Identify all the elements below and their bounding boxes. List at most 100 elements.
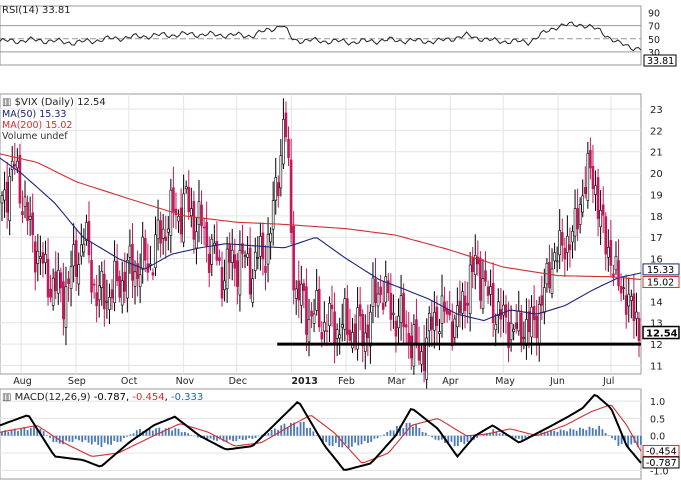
macd-y-tick: -1.0 — [650, 466, 669, 477]
price-frame — [0, 93, 642, 375]
candle-body — [120, 280, 124, 306]
macd-tag-box — [642, 456, 680, 469]
macd-hist-bar — [299, 422, 302, 436]
ma-line-ma200 — [0, 153, 642, 281]
candle-body — [361, 314, 365, 347]
candle-body — [128, 245, 132, 258]
macd-hist-bar — [123, 435, 125, 438]
candle-body — [537, 303, 541, 346]
macd-hist-bar — [640, 435, 642, 445]
macd-hist-bar — [71, 435, 74, 442]
candle-body — [548, 261, 551, 289]
macd-hist-bar — [412, 426, 414, 436]
candle-body — [586, 153, 590, 201]
candle-body — [540, 295, 544, 306]
candle-body — [420, 351, 423, 365]
candle-body — [21, 211, 24, 215]
x-axis-labels: Aug Sep Oct Nov Dec 2013 Feb Mar Apr May Jun Jul — [13, 376, 614, 387]
macd-hist-bar — [495, 431, 498, 436]
candle-body — [553, 252, 556, 262]
macd-hist-bar — [26, 430, 29, 436]
candle-body — [133, 271, 137, 287]
macd-hist-bar — [293, 422, 296, 436]
macd-legend-hist: -0.333 — [171, 392, 203, 403]
x-axis-label: Jun — [549, 376, 565, 387]
price-y-tick: 16 — [650, 255, 663, 266]
macd-hist-bar — [129, 434, 132, 436]
candle-body — [576, 208, 579, 230]
candle-body — [256, 257, 260, 259]
candle-body — [627, 293, 631, 307]
macd-hist-bar — [402, 428, 405, 436]
macd-hist-bar — [351, 435, 353, 447]
macd-line-macd — [0, 393, 642, 471]
macd-hist-bar — [289, 422, 292, 436]
candle-body — [302, 283, 306, 291]
candle-body — [97, 285, 101, 301]
macd-hist-bar — [315, 435, 318, 436]
rsi-y-tick: 30 — [648, 48, 660, 59]
candle-body — [315, 290, 318, 311]
macd-hist-bar — [158, 427, 161, 436]
legend-volume: Volume undef — [2, 131, 68, 142]
candle-body — [514, 322, 518, 329]
macd-hist-bar — [463, 435, 466, 445]
macd-hist-bar — [139, 428, 141, 436]
macd-hist-bar — [334, 435, 337, 443]
candle-body — [609, 240, 613, 266]
candle-body — [179, 207, 183, 235]
macd-hist-bar — [267, 432, 270, 436]
candle-body — [238, 250, 242, 296]
candle-body — [115, 260, 119, 282]
candle-body — [64, 286, 68, 328]
macd-hist-bar — [521, 435, 523, 440]
rsi-panel: 90 70 50 30 RSI(14) 33.81 33.81 — [0, 5, 677, 67]
macd-hist-bar — [354, 435, 357, 443]
macd-hist-bar — [225, 435, 228, 443]
candle-body — [246, 253, 249, 258]
macd-hist-bar — [106, 435, 109, 445]
candle-body — [123, 271, 127, 292]
candle-body — [502, 304, 505, 316]
price-y-tick: 23 — [650, 105, 663, 116]
candle-body — [386, 280, 390, 294]
candle-body — [82, 243, 86, 253]
candle-body — [149, 263, 152, 266]
rsi-line-path — [0, 21, 642, 52]
candle-body — [376, 293, 380, 307]
candle-body — [343, 298, 347, 330]
macd-hist-bar — [447, 435, 450, 444]
candle-body — [166, 228, 170, 233]
candle-body — [51, 277, 55, 306]
macd-hist-bar — [514, 435, 517, 439]
macd-hist-bar — [90, 435, 93, 445]
candle-body — [151, 272, 155, 276]
candle-body — [74, 240, 78, 277]
candle-body — [494, 323, 498, 331]
macd-hist-bar — [161, 430, 164, 436]
macd-hist-bar — [469, 435, 472, 440]
candle-body — [568, 244, 572, 251]
candles — [0, 98, 641, 394]
macd-hist-bar — [193, 435, 196, 437]
candle-body — [41, 252, 45, 264]
candle-body — [174, 208, 178, 216]
macd-hist-bar — [206, 435, 209, 440]
candle-body — [348, 329, 352, 341]
macd-hist-bar — [585, 430, 588, 436]
candle-body — [39, 256, 42, 259]
candle-body — [202, 226, 206, 229]
macd-hist-bar — [479, 435, 482, 437]
macd-hist-bar — [113, 435, 116, 441]
candle-body — [182, 193, 185, 243]
macd-legend-icon: ▥ — [2, 392, 11, 403]
candle-body — [236, 260, 239, 287]
rsi-y-tick: 90 — [648, 9, 660, 20]
candle-body — [527, 311, 531, 333]
macd-y-tick: 0.0 — [650, 432, 665, 443]
candle-body — [328, 303, 331, 326]
macd-hist-bar — [517, 435, 520, 439]
macd-hist-bar — [546, 432, 549, 436]
candle-body — [72, 244, 75, 267]
